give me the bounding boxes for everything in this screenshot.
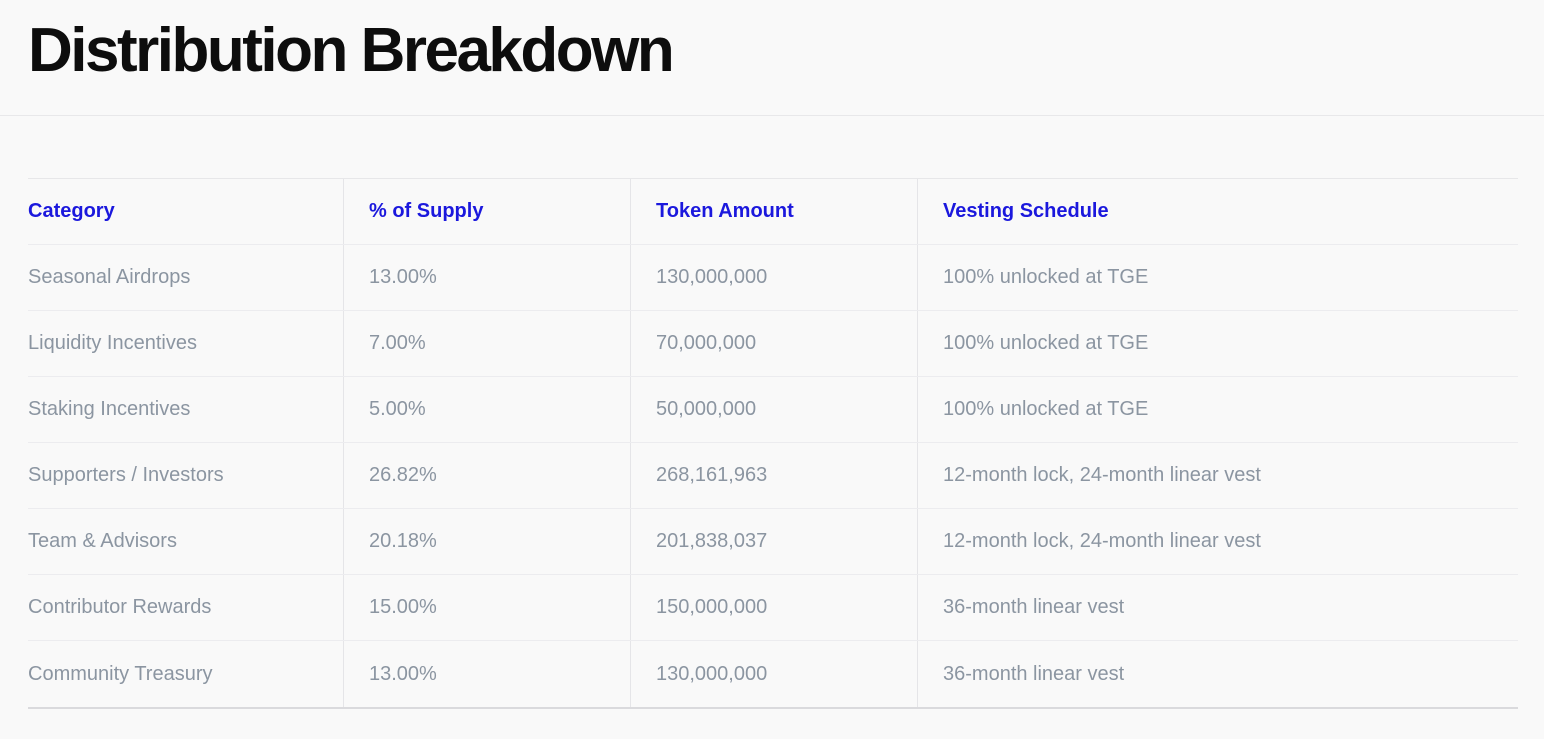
table-row: Staking Incentives 5.00% 50,000,000 100%… [28,377,1518,443]
cell-vesting: 36-month linear vest [917,575,1518,640]
cell-supply: 20.18% [343,509,630,574]
cell-vesting: 36-month linear vest [917,641,1518,707]
cell-category: Community Treasury [28,662,213,685]
cell-supply: 15.00% [343,575,630,640]
distribution-table: Category % of Supply Token Amount Vestin… [28,178,1518,709]
table-row: Team & Advisors 20.18% 201,838,037 12-mo… [28,509,1518,575]
cell-category: Team & Advisors [28,530,177,552]
cell-category: Contributor Rewards [28,596,212,618]
cell-supply: 5.00% [343,377,630,442]
table-row: Community Treasury 13.00% 130,000,000 36… [28,641,1518,707]
cell-amount: 268,161,963 [630,443,917,508]
cell-supply: 26.82% [343,443,630,508]
table-row: Seasonal Airdrops 13.00% 130,000,000 100… [28,245,1518,311]
column-header-vesting-schedule: Vesting Schedule [917,179,1518,244]
cell-supply: 7.00% [343,311,630,376]
cell-amount: 130,000,000 [630,245,917,310]
cell-category: Supporters / Investors [28,464,224,486]
column-header-percent-supply: % of Supply [343,179,630,244]
cell-vesting: 12-month lock, 24-month linear vest [917,509,1518,574]
cell-amount: 130,000,000 [630,641,917,707]
cell-category: Seasonal Airdrops [28,266,191,288]
cell-supply: 13.00% [343,641,630,707]
cell-supply: 13.00% [343,245,630,310]
page-title: Distribution Breakdown [28,16,675,85]
cell-amount: 201,838,037 [630,509,917,574]
cell-vesting: 100% unlocked at TGE [917,245,1518,310]
cell-category: Staking Incentives [28,398,191,420]
cell-amount: 70,000,000 [630,311,917,376]
cell-vesting: 100% unlocked at TGE [917,311,1518,376]
table-row: Contributor Rewards 15.00% 150,000,000 3… [28,575,1518,641]
cell-amount: 150,000,000 [630,575,917,640]
column-header-token-amount: Token Amount [630,179,917,244]
column-header-category: Category [28,200,115,222]
cell-category: Liquidity Incentives [28,332,197,354]
table-row: Supporters / Investors 26.82% 268,161,96… [28,443,1518,509]
cell-vesting: 12-month lock, 24-month linear vest [917,443,1518,508]
cell-amount: 50,000,000 [630,377,917,442]
table-header-row: Category % of Supply Token Amount Vestin… [28,179,1518,245]
cell-vesting: 100% unlocked at TGE [917,377,1518,442]
table-row: Liquidity Incentives 7.00% 70,000,000 10… [28,311,1518,377]
title-section: Distribution Breakdown [0,0,1544,116]
